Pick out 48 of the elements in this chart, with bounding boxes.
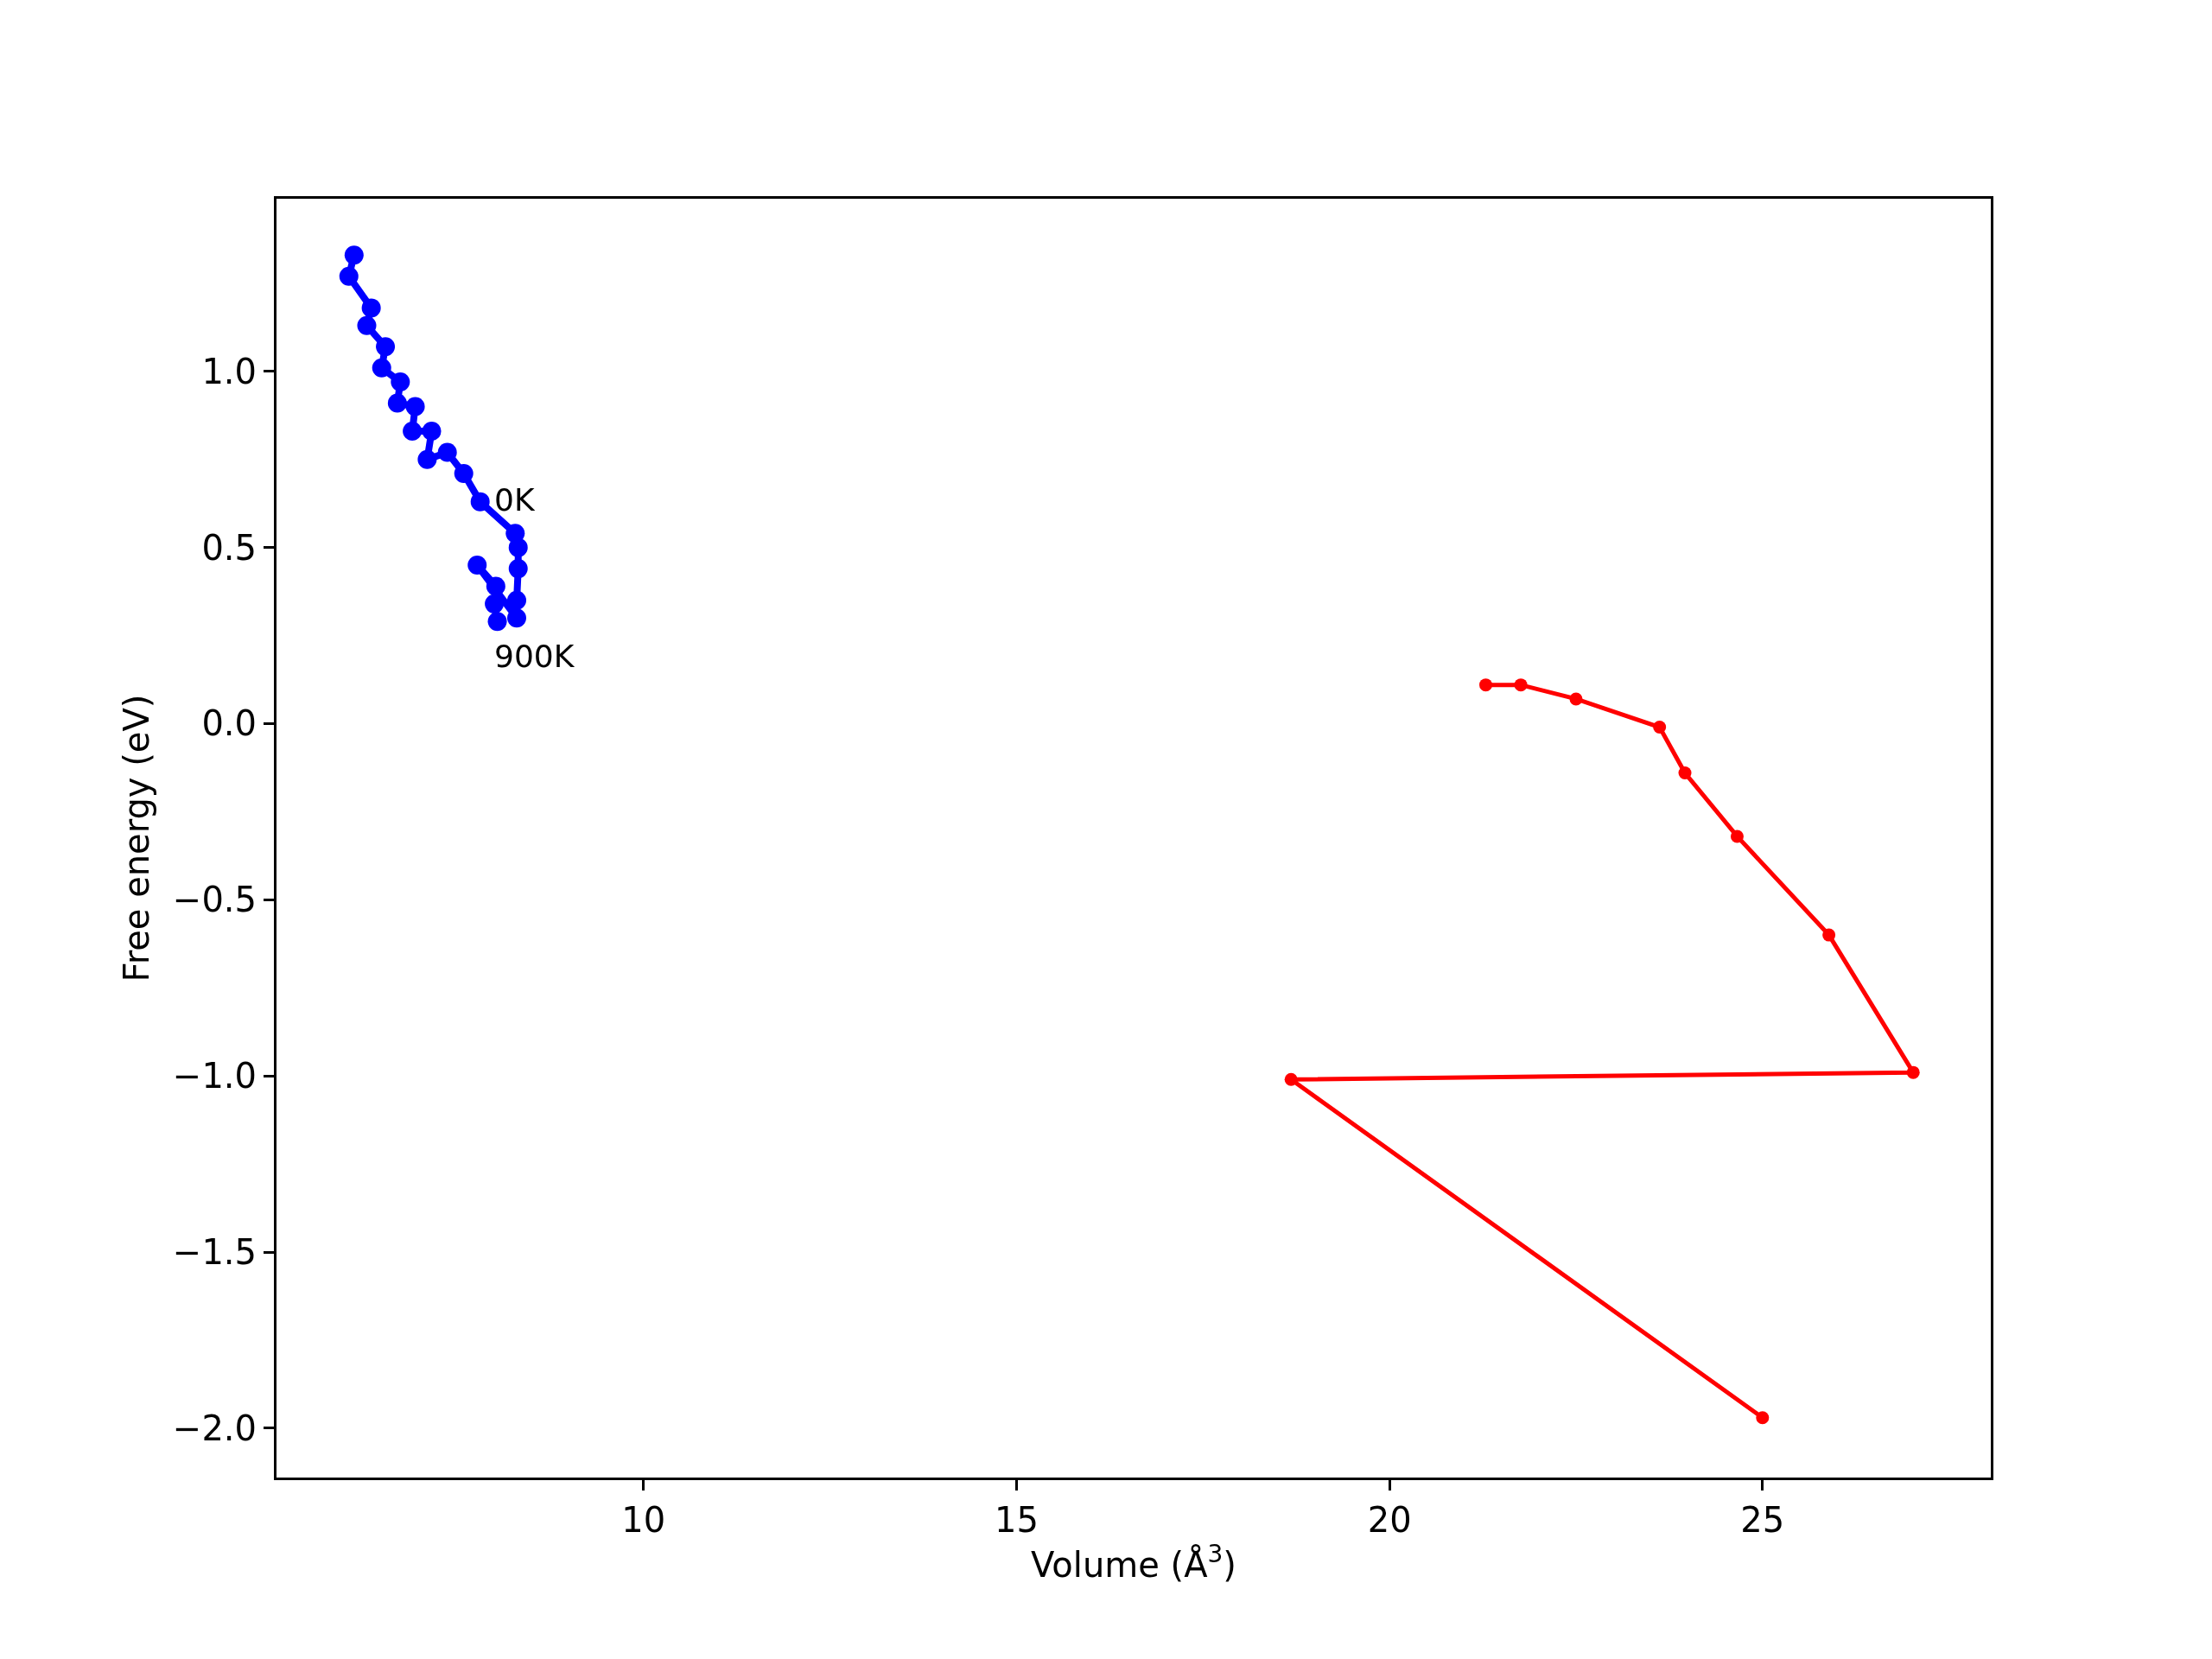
point <box>417 449 437 469</box>
point <box>1569 692 1583 706</box>
point <box>485 594 505 613</box>
y-axis-title: Free energy (eV) <box>117 694 157 982</box>
point <box>339 266 359 286</box>
point <box>422 422 442 442</box>
x-tick-label: 10 <box>621 1500 666 1540</box>
point <box>507 608 526 628</box>
y-tick-label: −0.5 <box>172 880 257 920</box>
point <box>403 422 423 442</box>
point <box>1822 928 1836 942</box>
y-tick-label: −1.5 <box>172 1232 257 1273</box>
x-tick-label: 20 <box>1367 1500 1412 1540</box>
point <box>467 556 487 575</box>
annotation: 0K <box>494 482 536 518</box>
point <box>361 298 381 318</box>
point <box>487 612 507 632</box>
x-axis-title: Volume (Å$^{3}$) <box>1031 1540 1236 1585</box>
point <box>508 537 528 557</box>
annotation: 900K <box>494 639 575 674</box>
y-tick-label: −2.0 <box>172 1408 257 1448</box>
point <box>376 337 396 357</box>
point <box>507 590 526 610</box>
y-tick-label: 0.0 <box>201 703 257 744</box>
x-tick-label: 25 <box>1740 1500 1785 1540</box>
y-tick-label: 0.5 <box>201 527 257 568</box>
point <box>391 372 410 391</box>
y-tick-label: 1.0 <box>201 351 257 391</box>
point <box>508 559 528 579</box>
x-tick-label: 15 <box>995 1500 1039 1540</box>
point <box>1678 766 1692 780</box>
point <box>486 576 505 596</box>
point <box>1479 678 1493 692</box>
point <box>454 464 474 484</box>
point <box>1284 1072 1298 1086</box>
point <box>437 442 457 462</box>
y-tick-label: −1.0 <box>172 1056 257 1096</box>
point <box>1653 721 1667 734</box>
point <box>1514 678 1528 692</box>
point <box>470 492 490 512</box>
point <box>372 358 391 378</box>
point <box>344 245 364 265</box>
point <box>1906 1065 1920 1079</box>
point <box>1730 830 1744 843</box>
point <box>357 315 377 335</box>
point <box>405 397 425 416</box>
point <box>387 393 407 413</box>
point <box>1756 1411 1770 1425</box>
